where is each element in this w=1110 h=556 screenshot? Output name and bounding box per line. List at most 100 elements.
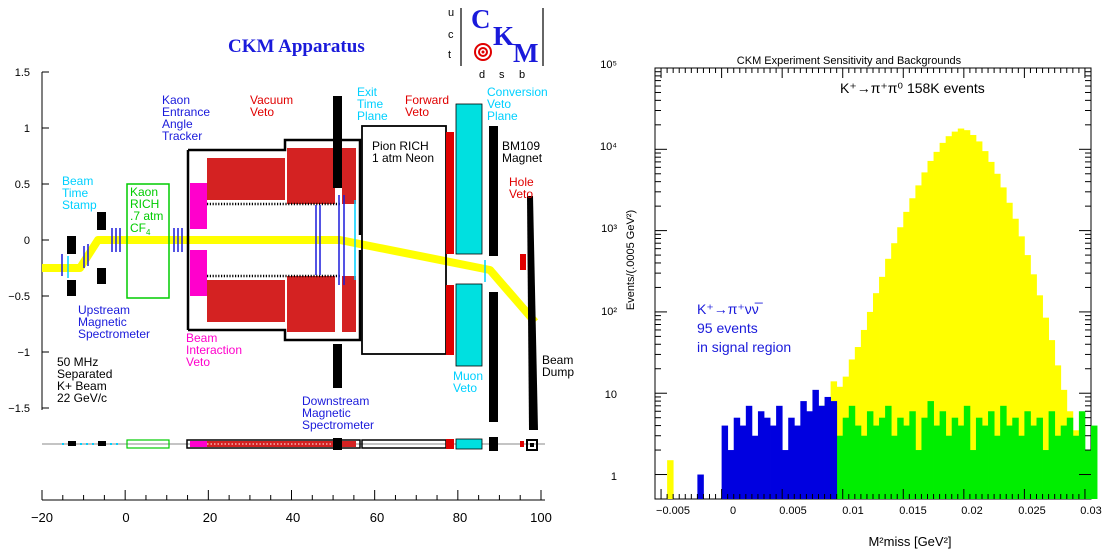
histogram-bar-background — [927, 401, 934, 499]
histogram-bar-signal — [757, 411, 765, 499]
downstream-spectrometer — [315, 195, 356, 285]
histogram-bar-background — [988, 411, 995, 499]
logo-row-t: t — [448, 49, 451, 61]
histogram-bar-background — [975, 417, 983, 499]
x-tick-label: 60 — [370, 510, 384, 525]
pipi0-annotation: K⁺→π⁺π⁰ 158K events — [840, 80, 985, 96]
histogram-bar-signal — [806, 411, 813, 499]
muon-veto-label: Muon Veto — [453, 369, 483, 395]
conversion-veto-label: Conversion Veto Plane — [487, 85, 548, 123]
x-tick-label: 0.015 — [899, 505, 927, 517]
histogram-bar-pipi0 — [860, 329, 868, 499]
upstream-spectrometer-label: Upstream Magnetic Spectrometer — [78, 303, 150, 341]
hole-veto — [520, 254, 526, 270]
y-tick-label: 10⁴ — [600, 141, 617, 153]
histogram-bar-pipi0 — [975, 141, 983, 499]
y-tick-label: −1 — [17, 347, 30, 359]
histogram-bar-pipi0 — [994, 173, 1001, 499]
exit-time-plane-label: Exit Time Plane — [357, 85, 388, 123]
histogram-bar-pipi0 — [1000, 187, 1007, 499]
histogram-bar-pipi0 — [963, 130, 971, 499]
histogram-bar-background — [963, 405, 971, 499]
bm109-magnet — [489, 126, 498, 422]
histogram-bar-signal — [770, 425, 777, 499]
logo-row-u: u — [448, 7, 454, 19]
histogram-bar-signal — [764, 417, 771, 499]
histogram-bar-background — [1054, 435, 1062, 499]
y-tick-label: −0.5 — [8, 291, 30, 303]
x-tick-label: 100 — [530, 510, 552, 525]
y-tick-label: 10³ — [601, 223, 617, 235]
beam-dump — [527, 196, 538, 430]
histogram-bar-signal — [727, 450, 735, 499]
histogram-bar-pipi0 — [1006, 202, 1013, 500]
beam-time-stamp-label: Beam Time Stamp — [62, 174, 97, 212]
downstream-magnet — [333, 96, 342, 388]
histogram-bar-pipi0 — [1042, 317, 1050, 499]
hole-veto-label: Hole Veto — [509, 175, 534, 201]
histogram-bar-signal — [812, 389, 819, 499]
histogram-bar-background — [1030, 425, 1037, 499]
histogram-bar-background — [866, 411, 874, 499]
x-axis-label: M²miss [GeV²] — [868, 534, 951, 549]
x-tick-label: −0.005 — [656, 505, 690, 517]
logo-col-s: s — [499, 69, 505, 81]
kaon-rich-label: Kaon RICH .7 atm CF4 — [130, 185, 163, 237]
histogram-bar-background — [1078, 411, 1086, 499]
logo-row-c: c — [448, 29, 454, 41]
beam-dump-label: Beam Dump — [542, 353, 574, 379]
schematic-strip — [42, 437, 545, 451]
histogram-bar-background — [945, 435, 953, 499]
histogram-bar-pipi0 — [1024, 255, 1031, 499]
y-tick-label: −1.5 — [8, 403, 30, 415]
pion-rich-label: Pion RICH 1 atm Neon — [372, 139, 434, 165]
histogram-bar-pipi0 — [909, 198, 916, 499]
histogram-bar-background — [879, 417, 886, 499]
histogram-bar-background — [939, 411, 947, 499]
histogram-bar-background — [1036, 417, 1043, 499]
signal-annotation-region: in signal region — [697, 339, 791, 355]
histogram-bar-pipi0 — [945, 136, 953, 499]
y-tick-label: 10⁵ — [600, 59, 617, 71]
histogram-bar-background — [903, 425, 910, 499]
apparatus-panel: CKM Apparatus u c t C K M d s b — [8, 4, 574, 525]
histogram-bar-pipi0 — [988, 161, 995, 500]
signal-annotation-count: 95 events — [697, 320, 758, 336]
y-axis-label: Events/(.0005 GeV²) — [625, 210, 637, 310]
histogram-bar-pipi0 — [885, 258, 892, 499]
histogram-bar-pipi0 — [933, 151, 941, 500]
histogram-bar-pipi0 — [957, 128, 965, 499]
histogram-bar-pipi0 — [667, 460, 674, 499]
histogram-bar-background — [842, 417, 850, 499]
y-tick-label: 0 — [24, 235, 30, 247]
histogram-bar-background — [1072, 435, 1080, 499]
x-tick-label: 0.025 — [1018, 505, 1046, 517]
histogram-bar-background — [1006, 425, 1013, 499]
histogram-bar-background — [933, 425, 941, 499]
histogram-bar-pipi0 — [1018, 236, 1025, 499]
histogram-bar-signal — [824, 396, 832, 499]
histogram-ticks — [655, 67, 1091, 499]
histogram-bar-signal — [818, 405, 825, 499]
bm109-magnet-label: BM109 Magnet — [502, 139, 543, 165]
histogram-bar-pipi0 — [1012, 218, 1019, 499]
logo-col-d: d — [479, 69, 485, 81]
entrance-tracker — [173, 228, 183, 252]
signal-annotation-decay: K⁺→π⁺νν̅ — [697, 301, 764, 317]
histogram-bar-background — [1018, 435, 1025, 499]
histogram-bar-background — [848, 405, 856, 499]
upstream-spectrometer — [61, 212, 121, 296]
y-tick-label: 0.5 — [15, 179, 30, 191]
histogram-bar-pipi0 — [927, 160, 934, 499]
histogram-bar-background — [994, 435, 1001, 499]
histogram-bar-signal — [697, 474, 704, 499]
vacuum-tank — [186, 138, 362, 342]
histogram-bar-signal — [739, 425, 747, 499]
histogram-bar-pipi0 — [891, 243, 898, 499]
histogram-bar-pipi0 — [1054, 365, 1062, 499]
histogram-bar-signal — [776, 405, 783, 499]
histogram-bar-background — [1000, 405, 1007, 499]
histogram-bar-background — [982, 425, 989, 499]
histogram-bar-background — [909, 411, 916, 499]
y-tick-label: 1.5 — [15, 67, 30, 79]
